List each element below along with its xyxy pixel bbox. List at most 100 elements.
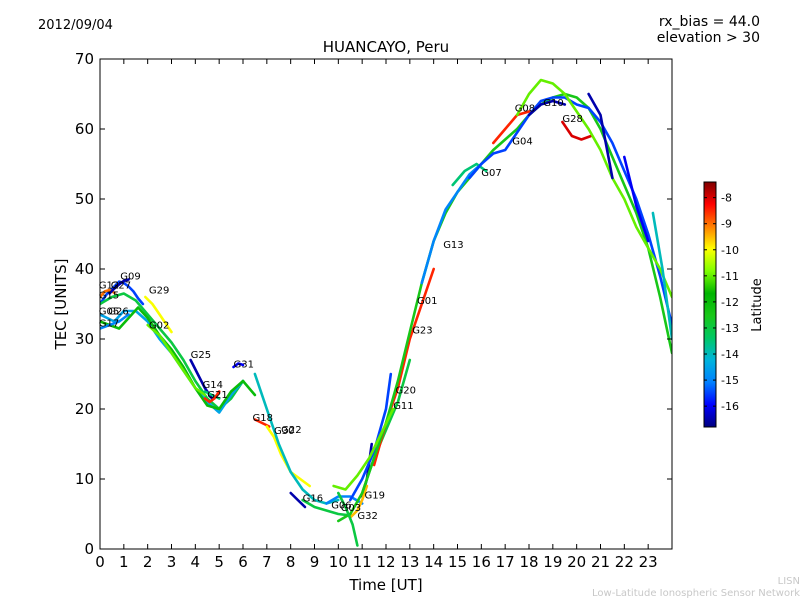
colorbar-tick-label: -13 <box>721 322 739 335</box>
sat-label-g31: G31 <box>234 360 254 371</box>
series-g33 <box>587 92 614 180</box>
x-tick-label: 2 <box>143 553 153 571</box>
colorbar-tick-label: -9 <box>721 218 732 231</box>
x-tick-label: 9 <box>310 553 320 571</box>
elevation-label: elevation > 30 <box>656 30 760 46</box>
x-tick-label: 14 <box>424 553 443 571</box>
x-tick-label: 7 <box>262 553 272 571</box>
x-tick-label: 10 <box>329 553 348 571</box>
sat-label-g13: G13 <box>443 240 463 251</box>
x-tick-label: 1 <box>119 553 129 571</box>
y-tick-label: 40 <box>75 260 94 278</box>
sat-label-g32: G32 <box>357 511 377 522</box>
sat-label-g10: G10 <box>543 98 563 109</box>
y-axis-label: TEC [UNITS] <box>52 259 70 351</box>
x-tick-label: 3 <box>167 553 177 571</box>
sat-label-g03: G03 <box>341 503 361 514</box>
sat-label-g08: G08 <box>515 104 535 115</box>
axis-ticks: 0 1 2 3 4 5 6 7 8 9 10 11 12 13 14 15 16 17 18 19 20 21 22 2301… <box>75 50 672 571</box>
x-tick-label: 21 <box>591 553 610 571</box>
sat-label-g30: G30 <box>274 426 294 437</box>
colorbar-tick-label: -10 <box>721 244 739 257</box>
colorbar-label: Latitude <box>750 278 765 332</box>
rx-bias-label: rx_bias = 44.0 <box>658 14 760 30</box>
x-tick-label: 19 <box>543 553 562 571</box>
x-tick-label: 8 <box>286 553 296 571</box>
x-axis-label: Time [UT] <box>348 576 422 594</box>
sat-label-g12: G12 <box>99 281 119 292</box>
y-tick-label: 10 <box>75 470 94 488</box>
sat-label-g23: G23 <box>412 325 432 336</box>
sat-label-g14: G14 <box>203 380 223 391</box>
series-g29 <box>144 295 173 334</box>
date-label: 2012/09/04 <box>38 18 113 33</box>
sat-label-g02: G02 <box>149 321 169 332</box>
series-g36 <box>337 491 359 547</box>
colorbar-tick-label: -15 <box>721 374 739 387</box>
footer-lisn: LISN <box>777 576 800 587</box>
sat-label-g11: G11 <box>393 401 413 412</box>
sat-label-g19: G19 <box>365 491 385 502</box>
series-g07 <box>451 162 488 187</box>
series-g04 <box>468 96 672 327</box>
plot-frame <box>99 58 673 550</box>
series-g24 <box>515 78 672 299</box>
series-g17 <box>100 313 130 330</box>
colorbar-tick-label: -12 <box>721 296 739 309</box>
x-tick-label: 13 <box>400 553 419 571</box>
sat-label-g21: G21 <box>207 390 227 401</box>
sat-label-g09: G09 <box>120 272 140 283</box>
chart-title: HUANCAYO, Peru <box>323 38 449 56</box>
series-g03 <box>325 495 364 505</box>
y-tick-label: 20 <box>75 400 94 418</box>
x-tick-label: 15 <box>448 553 467 571</box>
x-tick-label: 22 <box>615 553 634 571</box>
series-g32 <box>349 484 369 519</box>
x-tick-label: 5 <box>214 553 224 571</box>
sat-label-g16: G16 <box>303 493 323 504</box>
series-g28 <box>561 120 593 141</box>
series-g37 <box>332 407 395 491</box>
series-g10 <box>527 99 567 117</box>
series-g20 <box>349 372 393 502</box>
x-tick-label: 6 <box>238 553 248 571</box>
sat-label-g28: G28 <box>562 114 582 125</box>
series-g13 <box>420 162 483 285</box>
y-tick-label: 70 <box>75 50 94 68</box>
sat-label-g06: G06 <box>331 500 351 511</box>
x-tick-label: 12 <box>376 553 395 571</box>
y-tick-label: 50 <box>75 190 94 208</box>
series-g31 <box>232 362 245 369</box>
series-g01 <box>337 92 672 523</box>
sat-label-g18: G18 <box>253 413 273 424</box>
x-tick-label: 16 <box>472 553 491 571</box>
y-tick-label: 60 <box>75 120 94 138</box>
sat-label-g15: G15 <box>99 290 119 301</box>
footer-network: Low-Latitude Ionospheric Sensor Network <box>592 588 800 599</box>
x-tick-label: 17 <box>496 553 515 571</box>
series-g02 <box>146 323 207 397</box>
x-tick-label: 18 <box>519 553 538 571</box>
sat-label-g25: G25 <box>191 350 211 361</box>
series-g27 <box>108 278 130 295</box>
colorbar-tick-label: -14 <box>721 348 739 361</box>
series-g08 <box>492 110 531 145</box>
colorbar-gradient <box>703 181 717 428</box>
colorbar-tick-label: -16 <box>721 400 739 413</box>
colorbar-tick-label: -8 <box>721 192 732 205</box>
series-g14 <box>203 390 221 400</box>
x-tick-label: 0 <box>95 553 105 571</box>
series-g06 <box>301 498 352 517</box>
x-tick-label: 23 <box>639 553 658 571</box>
latitude-colorbar: -8 -9 -10 -11 -12 -13 -14 -15 -16 <box>703 181 739 428</box>
series-g16 <box>289 491 307 509</box>
colorbar-tick-label: -11 <box>721 270 739 283</box>
series-g35 <box>651 211 672 341</box>
sat-label-g01: G01 <box>417 296 437 307</box>
sat-label-g29: G29 <box>149 286 169 297</box>
sat-label-g17: G17 <box>99 318 119 329</box>
x-tick-label: 20 <box>567 553 586 571</box>
sat-label-g20: G20 <box>396 386 416 397</box>
